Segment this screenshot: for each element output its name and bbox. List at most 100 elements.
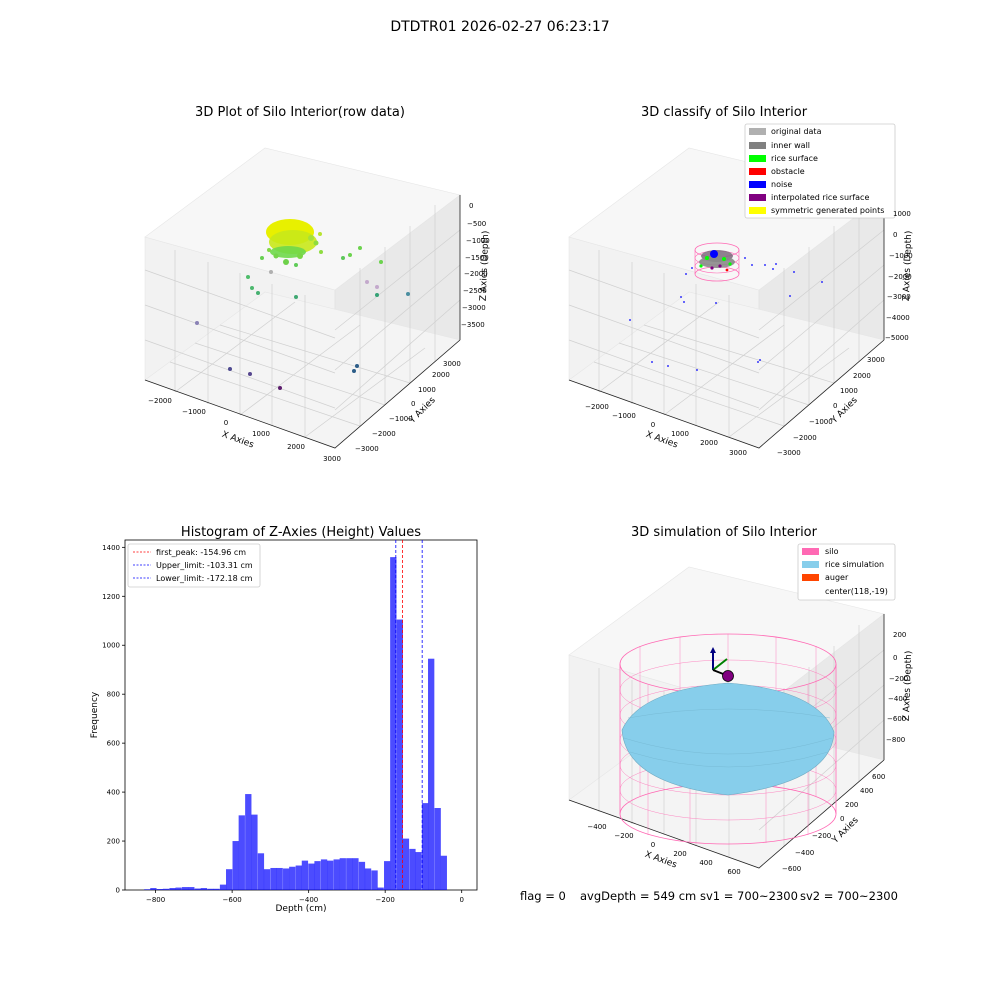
svg-text:−1000: −1000 (612, 412, 636, 420)
histogram-y-ticks: 0 200 400 600 800 1000 1200 1400 (102, 544, 125, 895)
svg-text:−1000: −1000 (889, 252, 913, 260)
raw-panel-title: 3D Plot of Silo Interior(row data) (195, 105, 405, 120)
histogram-bar (358, 861, 366, 890)
histogram-bar (283, 868, 290, 890)
svg-text:1000: 1000 (840, 387, 858, 395)
histogram-bar (289, 866, 296, 890)
svg-text:−2000: −2000 (148, 397, 172, 405)
svg-text:original data: original data (771, 127, 822, 136)
svg-text:inner wall: inner wall (771, 141, 810, 150)
histogram-bar (301, 860, 309, 890)
svg-text:0: 0 (893, 231, 897, 239)
svg-text:−500: −500 (467, 220, 486, 228)
svg-text:0: 0 (411, 400, 415, 408)
histogram-bar (232, 841, 239, 890)
svg-text:0: 0 (833, 402, 837, 410)
status-flag: flag = 0 (520, 889, 566, 903)
svg-text:−600: −600 (782, 865, 801, 873)
legend-swatch-auger (802, 574, 819, 581)
histogram-bar (314, 861, 321, 890)
classify-x-ticks: −2000 −1000 0 1000 2000 3000 (585, 403, 747, 457)
svg-text:−200: −200 (812, 832, 831, 840)
svg-text:−3500: −3500 (461, 321, 485, 329)
classify-y-ticks: −3000 −2000 −1000 0 1000 2000 3000 (777, 356, 885, 457)
raw-z-label: Z Axies (Depth) (479, 231, 491, 302)
simulation-y-ticks: −600 −400 −200 0 200 400 600 (782, 773, 885, 873)
svg-text:0: 0 (651, 421, 655, 429)
svg-text:−3000: −3000 (777, 449, 801, 457)
histogram-bar (276, 867, 283, 890)
svg-text:0: 0 (840, 815, 844, 823)
histogram-bar (390, 557, 397, 890)
svg-text:2000: 2000 (287, 443, 305, 451)
svg-text:3000: 3000 (867, 356, 885, 364)
svg-text:−3000: −3000 (355, 445, 379, 453)
svg-text:1000: 1000 (893, 210, 911, 218)
svg-text:−3000: −3000 (887, 293, 911, 301)
histogram-x-tick-label: −600 (223, 896, 242, 904)
legend-swatch-symmetric (749, 207, 766, 214)
histogram-bar (169, 888, 176, 890)
auger-marker (710, 647, 734, 682)
histogram-x-ticks: −800 −600 −400 −200 0 (146, 890, 464, 904)
svg-text:2000: 2000 (853, 372, 871, 380)
histogram-bar (162, 888, 170, 890)
svg-text:−400: −400 (888, 695, 907, 703)
raw-x-ticks: −2000 −1000 0 1000 2000 3000 (148, 397, 341, 463)
histogram-x-label: Depth (cm) (275, 904, 326, 914)
classify-data-points (629, 242, 823, 371)
legend-swatch-rice-surface (749, 155, 766, 162)
svg-text:400: 400 (860, 787, 873, 795)
histogram-bar (263, 869, 271, 890)
histogram-y-tick-label: 400 (107, 789, 120, 797)
histogram-x-tick-label: −800 (146, 896, 165, 904)
histogram-bar (219, 884, 227, 890)
histogram-y-tick-label: 1000 (102, 642, 120, 650)
histogram-bar (402, 838, 410, 890)
raw-3d-panel: 3D Plot of Silo Interior(row data) (144, 105, 491, 463)
histogram-bar (333, 859, 340, 890)
classify-y-label: Y Axies (829, 395, 860, 426)
histogram-bar (156, 889, 164, 890)
svg-text:−2000: −2000 (464, 270, 488, 278)
histogram-title: Histogram of Z-Axies (Height) Values (181, 525, 421, 540)
legend-swatch-obstacle (749, 168, 766, 175)
svg-text:−1000: −1000 (466, 237, 490, 245)
svg-text:interpolated rice surface: interpolated rice surface (771, 193, 869, 202)
svg-text:−1000: −1000 (182, 408, 206, 416)
histogram-bar (327, 860, 334, 890)
histogram-bar (308, 863, 315, 890)
legend-swatch-inner-wall (749, 142, 766, 149)
svg-text:0: 0 (224, 419, 228, 427)
histogram-bar (245, 794, 252, 890)
svg-text:noise: noise (771, 180, 792, 189)
histogram-bar (371, 870, 378, 890)
simulation-3d-panel: 3D simulation of Silo Interior (568, 525, 914, 876)
histogram-bars (144, 557, 447, 890)
rice-simulation-surface (621, 682, 835, 796)
histogram-bar (213, 888, 220, 890)
classify-3d-panel: 3D classify of Silo Interior (568, 105, 914, 457)
histogram-bar (295, 865, 302, 890)
histogram-bar (251, 814, 258, 890)
auger-center (722, 670, 734, 682)
histogram-bar (150, 888, 157, 890)
status-sv2: sv2 = 700~2300 (800, 889, 898, 903)
histogram-y-tick-label: 0 (116, 887, 120, 895)
svg-text:3000: 3000 (443, 360, 461, 368)
simulation-panel-title: 3D simulation of Silo Interior (631, 525, 818, 540)
svg-text:2000: 2000 (432, 371, 450, 379)
simulation-z-ticks: 200 0 −200 −400 −600 −800 (886, 631, 908, 744)
svg-text:600: 600 (727, 868, 740, 876)
svg-text:−200: −200 (889, 675, 908, 683)
raw-x-label: X Axies (220, 430, 255, 451)
raw-z-ticks: 0 −500 −1000 −1500 −2000 −2500 −3000 −35… (461, 202, 490, 329)
raw-y-ticks: −3000 −2000 −1000 0 1000 2000 3000 (355, 360, 461, 453)
svg-text:silo: silo (825, 547, 839, 556)
classify-legend: original data inner wall rice surface ob… (744, 123, 896, 219)
svg-text:400: 400 (699, 859, 712, 867)
histogram-bar (415, 852, 422, 890)
histogram-bar (440, 855, 447, 890)
histogram-bar (257, 853, 265, 890)
histogram-x-tick-label: −200 (376, 896, 395, 904)
